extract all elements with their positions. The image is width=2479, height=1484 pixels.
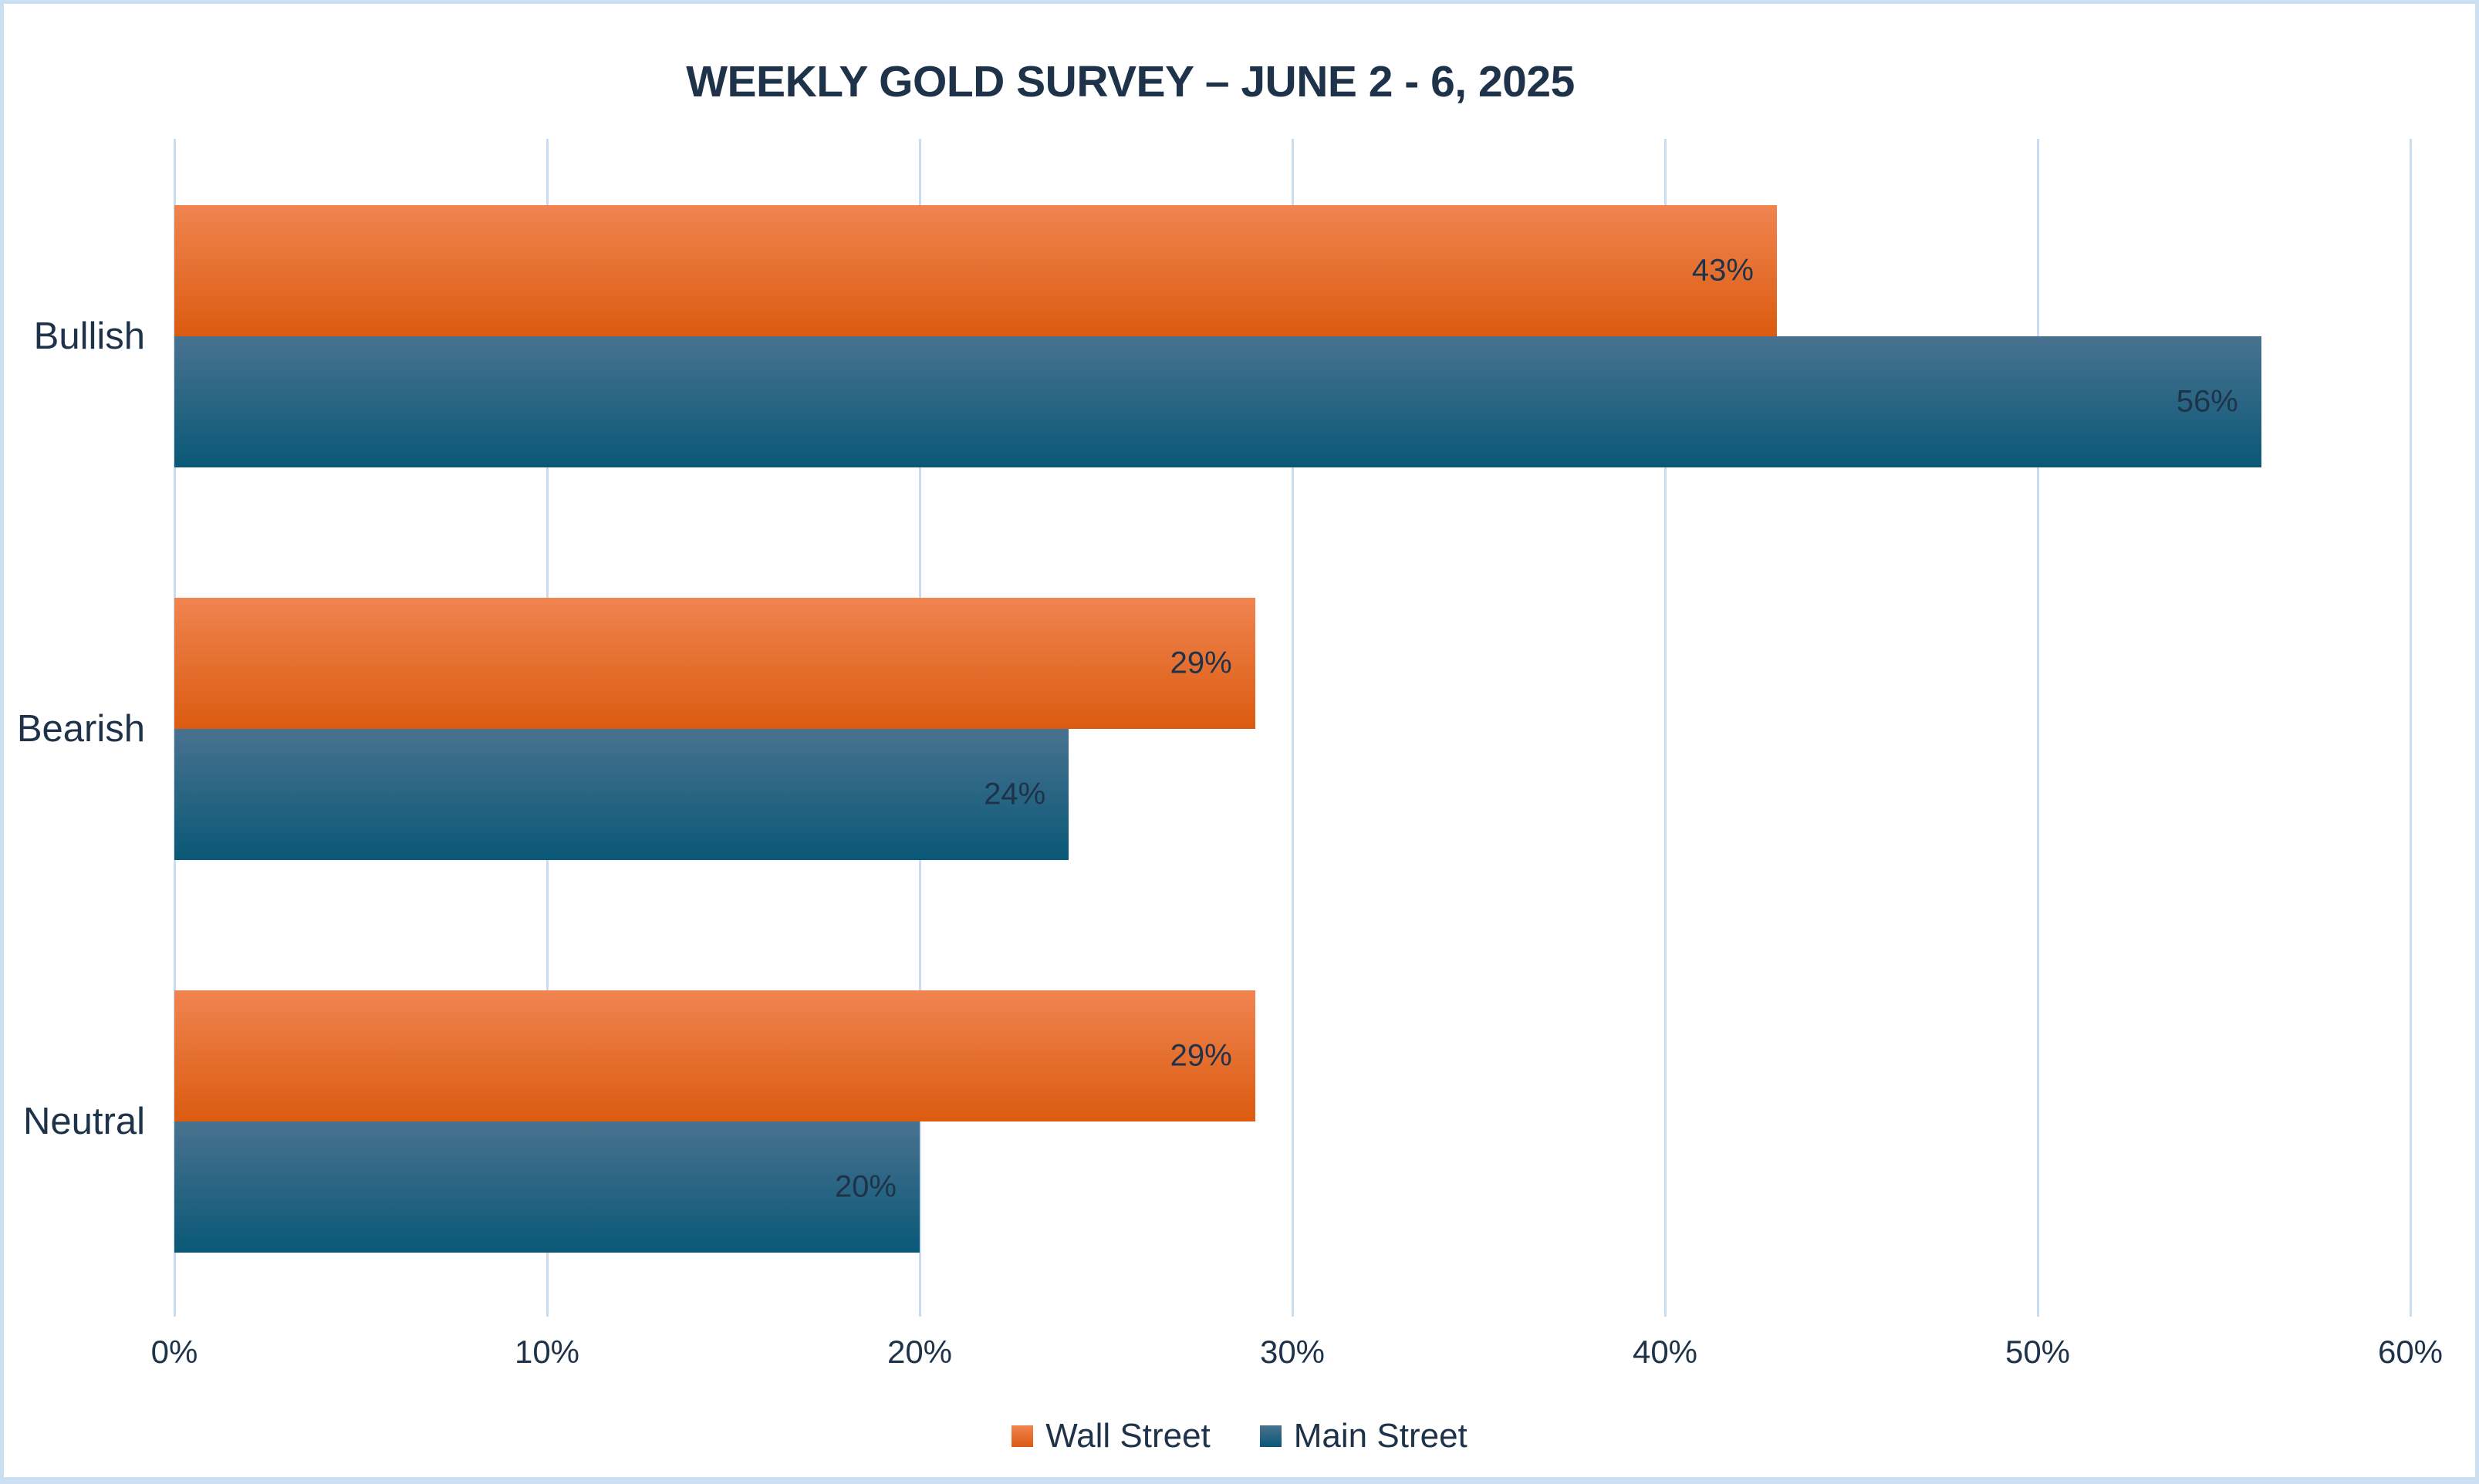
- data-label-main-street-bearish: 24%: [984, 777, 1046, 811]
- data-label-wall-street-neutral: 29%: [1170, 1038, 1232, 1073]
- data-label-wall-street-bearish: 29%: [1170, 646, 1232, 680]
- legend-label-wall-street: Wall Street: [1045, 1417, 1211, 1455]
- legend-label-main-street: Main Street: [1293, 1417, 1467, 1455]
- legend-item-main-street[interactable]: Main Street: [1259, 1417, 1467, 1455]
- legend-item-wall-street[interactable]: Wall Street: [1012, 1417, 1211, 1455]
- gridline-50-: [2037, 139, 2039, 1317]
- bar-wall-street-bearish[interactable]: 29%: [174, 598, 1255, 729]
- gridline-40-: [1664, 139, 1667, 1317]
- bar-wall-street-bullish[interactable]: 43%: [174, 205, 1777, 336]
- plot-area: 43% 56% 29% 24% 29% 20%: [174, 139, 2412, 1317]
- legend-swatch-wall-street: [1012, 1425, 1034, 1447]
- x-tick-label-60-: 60%: [2377, 1334, 2444, 1370]
- legend: Wall Street Main Street: [4, 1417, 2475, 1455]
- bar-wall-street-neutral[interactable]: 29%: [174, 990, 1255, 1121]
- x-tick-label-0-: 0%: [150, 1334, 198, 1370]
- data-label-main-street-neutral: 20%: [834, 1169, 897, 1204]
- x-tick-label-50-: 50%: [2004, 1334, 2071, 1370]
- data-label-main-street-bullish: 56%: [2176, 384, 2238, 419]
- data-label-wall-street-bullish: 43%: [1691, 253, 1754, 288]
- gridline-60-: [2410, 139, 2412, 1317]
- legend-swatch-main-street: [1259, 1425, 1282, 1447]
- gridline-30-: [1292, 139, 1294, 1317]
- bar-main-street-neutral[interactable]: 20%: [174, 1121, 920, 1253]
- x-tick-label-30-: 30%: [1259, 1334, 1326, 1370]
- chart-title: WEEKLY GOLD SURVEY – JUNE 2 - 6, 2025: [686, 57, 1575, 106]
- x-tick-label-10-: 10%: [514, 1334, 580, 1370]
- x-tick-label-20-: 20%: [887, 1334, 953, 1370]
- x-tick-label-40-: 40%: [1632, 1334, 1698, 1370]
- category-label-bullish: Bullish: [33, 315, 145, 357]
- category-label-neutral: Neutral: [23, 1101, 145, 1142]
- category-label-bearish: Bearish: [16, 708, 145, 750]
- bar-main-street-bearish[interactable]: 24%: [174, 729, 1069, 860]
- bar-main-street-bullish[interactable]: 56%: [174, 336, 2261, 467]
